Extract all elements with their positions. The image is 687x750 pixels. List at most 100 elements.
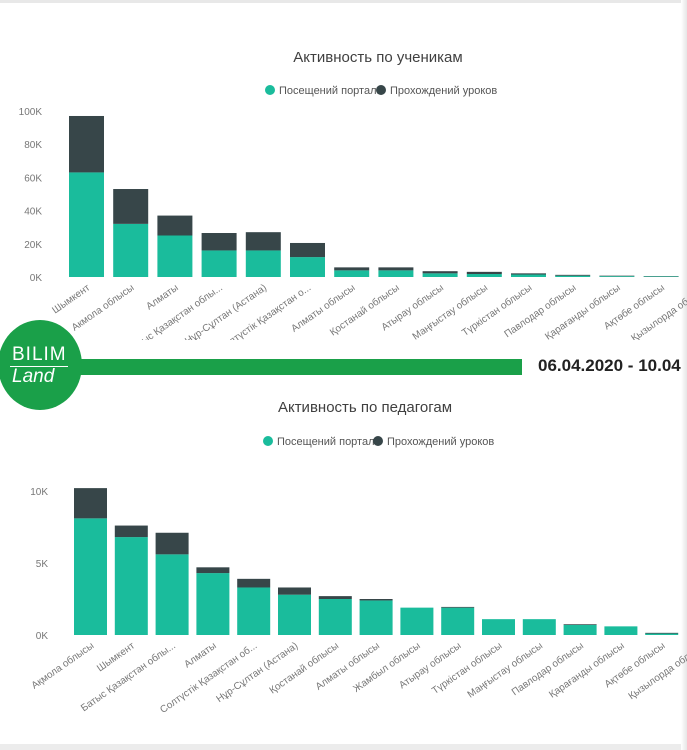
x-tick-label: Шымкент [50, 282, 92, 316]
legend-swatch-portal [263, 436, 273, 446]
bar-lessons[interactable] [201, 233, 237, 251]
bar-portal[interactable] [466, 274, 502, 277]
bar-portal[interactable] [113, 223, 149, 277]
bar-portal[interactable] [604, 626, 638, 635]
bar-portal[interactable] [359, 600, 393, 635]
legend-label-portal: Посещений портала [277, 436, 382, 448]
x-tick-label: Жамбыл облысы [351, 640, 423, 695]
x-tick-label: Маңғыстау облысы [410, 282, 490, 340]
bar-lessons[interactable] [113, 189, 149, 224]
legend-swatch-lessons [373, 436, 383, 446]
logo-text-top: BILIM [12, 344, 67, 365]
bar-portal[interactable] [318, 599, 352, 635]
date-range: 06.04.2020 - 10.04 [538, 356, 681, 375]
bar-portal[interactable] [157, 235, 193, 278]
chart-title: Активность по педагогам [278, 399, 452, 416]
bar-portal[interactable] [155, 554, 189, 635]
x-tick-label: Қарағанды облысы [543, 282, 623, 340]
bar-portal[interactable] [334, 270, 370, 277]
chart-legend: Посещений портала Прохождений уроков [265, 85, 497, 97]
bar-lessons[interactable] [378, 267, 414, 271]
bar-portal[interactable] [400, 607, 434, 635]
bar-portal[interactable] [196, 573, 230, 635]
bar-lessons[interactable] [245, 232, 281, 251]
bar-lessons[interactable] [334, 267, 370, 271]
x-tick-label: Павлодар облысы [502, 282, 578, 340]
bars [74, 488, 679, 635]
legend-swatch-portal [265, 85, 275, 95]
bar-lessons[interactable] [645, 632, 679, 634]
bar-portal[interactable] [245, 250, 281, 277]
bar-portal[interactable] [378, 270, 414, 277]
legend-label-lessons: Прохождений уроков [387, 436, 494, 448]
y-tick-label: 20K [24, 240, 42, 251]
bars [69, 115, 679, 278]
bar-lessons[interactable] [69, 115, 104, 173]
bar-portal[interactable] [290, 257, 325, 277]
y-tick-label: 100K [19, 107, 43, 118]
y-tick-label: 10K [30, 487, 48, 498]
y-axis: 10K 5K 0K [30, 487, 48, 642]
bar-portal[interactable] [237, 587, 271, 635]
legend-label-portal: Посещений портала [279, 85, 384, 97]
teachers-activity-chart: Активность по педагогам Посещений портал… [29, 399, 687, 716]
x-tick-label: Алматы [144, 282, 180, 312]
bar-lessons[interactable] [290, 242, 325, 258]
bar-lessons[interactable] [155, 532, 189, 555]
bar-portal[interactable] [441, 607, 475, 635]
banner-stripe [78, 359, 522, 375]
bar-lessons[interactable] [563, 624, 597, 625]
bar-lessons[interactable] [114, 525, 148, 538]
bar-lessons[interactable] [318, 596, 352, 599]
bar-portal[interactable] [599, 276, 635, 277]
y-tick-label: 80K [24, 140, 42, 151]
chart-title: Активность по ученикам [293, 49, 462, 66]
x-tick-label: Қарағанды облысы [547, 640, 627, 701]
x-tick-label: Маңғыстау облысы [465, 640, 545, 701]
bar-lessons[interactable] [157, 215, 193, 236]
x-tick-label: Түркістан облысы [430, 640, 505, 697]
bar-portal[interactable] [114, 537, 148, 635]
y-tick-label: 0K [36, 631, 49, 642]
legend-swatch-lessons [376, 85, 386, 95]
logo-divider [10, 366, 68, 367]
bar-portal[interactable] [69, 172, 104, 277]
y-axis: 100K 80K 60K 40K 20K 0K [19, 107, 43, 284]
legend-label-lessons: Прохождений уроков [390, 85, 497, 97]
bar-lessons[interactable] [237, 578, 271, 588]
bar-lessons[interactable] [511, 273, 546, 275]
bar-lessons[interactable] [74, 488, 107, 519]
bar-portal[interactable] [422, 273, 458, 277]
bar-portal[interactable] [522, 619, 556, 635]
bar-portal[interactable] [555, 275, 591, 277]
x-tick-label: Қостанай облысы [267, 640, 341, 697]
bar-lessons[interactable] [278, 587, 311, 595]
x-tick-label: Түркістан облысы [460, 282, 535, 339]
bilimland-logo: BILIM Land [0, 320, 82, 410]
bar-portal[interactable] [511, 274, 546, 277]
y-tick-label: 5K [36, 559, 49, 570]
x-tick-label: Алматы [182, 640, 218, 670]
bar-portal[interactable] [74, 518, 107, 635]
page-edge-shadow [681, 0, 687, 750]
y-tick-label: 0K [30, 273, 43, 284]
bar-portal[interactable] [563, 624, 597, 635]
chart-legend: Посещений портала Прохождений уроков [263, 436, 494, 448]
bar-portal[interactable] [201, 250, 237, 277]
bar-portal[interactable] [645, 633, 679, 635]
x-tick-label: Павлодар облысы [509, 640, 585, 699]
bar-lessons[interactable] [422, 271, 458, 274]
y-tick-label: 60K [24, 173, 42, 184]
bar-portal[interactable] [278, 594, 311, 635]
logo-text-bottom: Land [12, 366, 55, 387]
bar-lessons[interactable] [555, 274, 591, 276]
bar-portal[interactable] [482, 619, 515, 635]
bar-lessons[interactable] [441, 606, 475, 608]
bar-lessons[interactable] [196, 567, 230, 574]
bar-lessons[interactable] [359, 599, 393, 601]
y-tick-label: 40K [24, 207, 42, 218]
bar-lessons[interactable] [466, 271, 502, 275]
